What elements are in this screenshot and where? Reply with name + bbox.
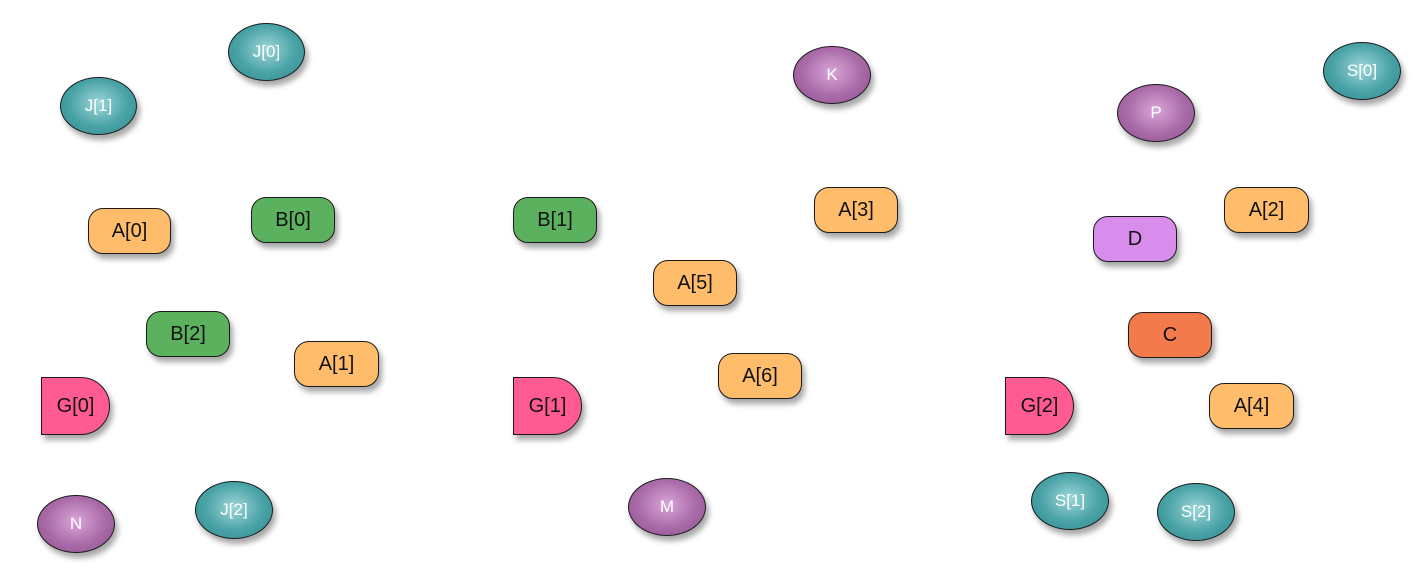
node-b2: B[2] <box>146 311 230 357</box>
node-a5: A[5] <box>653 260 737 306</box>
node-label: A[1] <box>318 352 355 375</box>
node-label: S[1] <box>1054 491 1086 510</box>
node-label: A[6] <box>742 364 778 387</box>
node-label: S[2] <box>1180 502 1212 521</box>
node-label: B[0] <box>275 208 311 231</box>
node-a6: A[6] <box>718 353 802 399</box>
node-label: A[2] <box>1248 198 1285 221</box>
node-label: J[2] <box>220 500 248 519</box>
node-a4: A[4] <box>1209 383 1294 429</box>
node-m: M <box>628 478 706 536</box>
node-label: B[2] <box>170 322 206 345</box>
node-a3: A[3] <box>814 187 898 233</box>
node-label: J[1] <box>84 96 113 115</box>
node-a0: A[0] <box>88 208 171 254</box>
node-label: C <box>1162 323 1178 346</box>
node-label: D <box>1127 227 1143 250</box>
node-label: K <box>826 65 838 84</box>
node-label: G[0] <box>56 394 95 417</box>
node-label: A[5] <box>677 271 713 294</box>
node-j0: J[0] <box>228 23 305 81</box>
node-c: C <box>1128 312 1212 358</box>
node-j2: J[2] <box>195 481 273 539</box>
node-a2: A[2] <box>1224 187 1309 233</box>
node-k: K <box>793 46 871 104</box>
node-b1: B[1] <box>513 197 597 243</box>
node-s2: S[2] <box>1157 483 1235 541</box>
node-label: G[2] <box>1020 394 1059 417</box>
node-s1: S[1] <box>1031 472 1109 530</box>
node-d: D <box>1093 216 1177 262</box>
node-label: J[0] <box>252 42 281 61</box>
node-n: N <box>37 495 115 553</box>
node-label: B[1] <box>537 208 573 231</box>
node-label: N <box>69 514 83 533</box>
node-label: A[4] <box>1233 394 1270 417</box>
node-s0: S[0] <box>1323 42 1401 100</box>
node-g0: G[0] <box>41 377 110 435</box>
node-label: P <box>1150 103 1162 122</box>
node-j1: J[1] <box>60 77 137 135</box>
node-g1: G[1] <box>513 377 582 435</box>
node-label: M <box>659 497 675 516</box>
node-label: A[0] <box>111 219 148 242</box>
node-label: S[0] <box>1346 61 1378 80</box>
node-p: P <box>1117 84 1195 142</box>
node-label: A[3] <box>838 198 874 221</box>
node-label: G[1] <box>528 394 567 417</box>
node-b0: B[0] <box>251 197 335 243</box>
node-a1: A[1] <box>294 341 379 387</box>
node-g2: G[2] <box>1005 377 1074 435</box>
